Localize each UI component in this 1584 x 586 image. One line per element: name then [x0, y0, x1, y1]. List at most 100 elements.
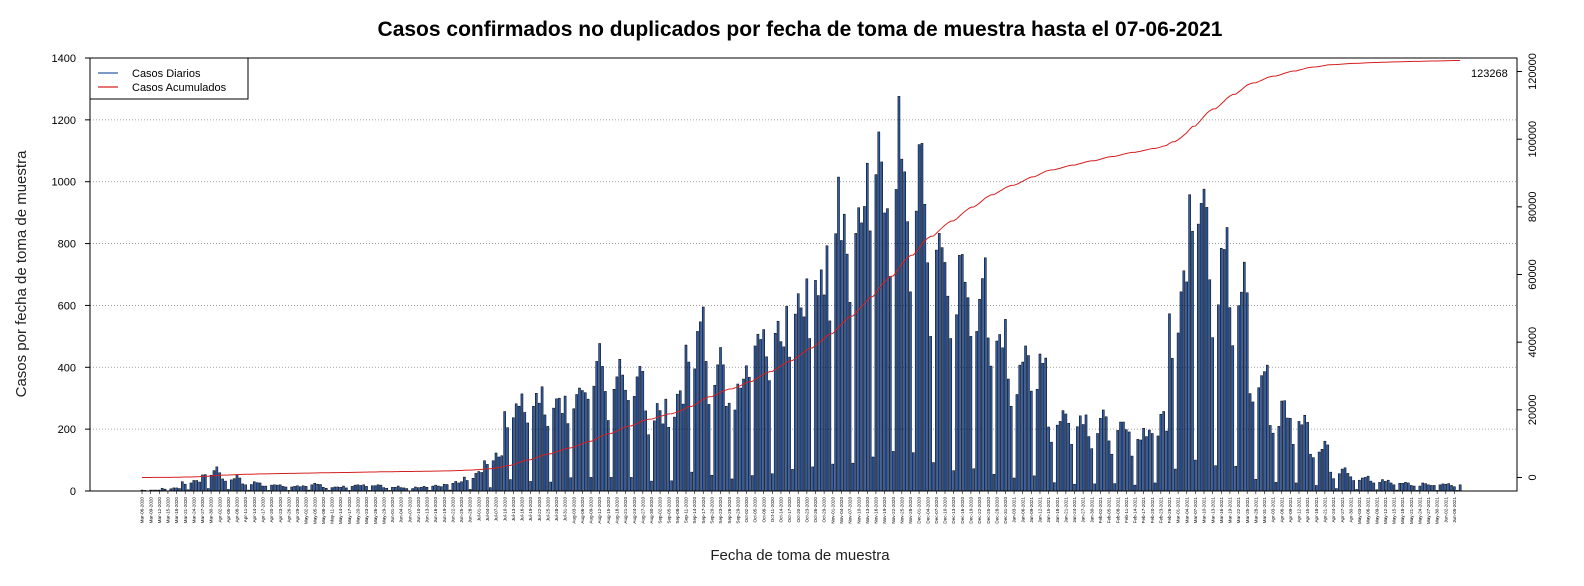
daily-bar — [615, 376, 619, 492]
daily-bar — [572, 408, 576, 492]
daily-bar — [1159, 414, 1163, 492]
daily-bar — [822, 294, 826, 492]
daily-bar — [693, 368, 696, 492]
x-tick-label: Apr-09-2021 — [1288, 497, 1293, 523]
daily-bar — [319, 484, 322, 492]
daily-bar — [1361, 477, 1364, 492]
daily-bar — [989, 365, 993, 492]
daily-bar — [935, 249, 938, 492]
daily-bar — [647, 434, 650, 492]
daily-bar — [1179, 291, 1183, 492]
daily-bar — [296, 485, 299, 492]
daily-bar — [1254, 479, 1258, 492]
daily-bar — [535, 393, 538, 492]
daily-bar — [1286, 417, 1289, 492]
daily-bar — [1027, 355, 1030, 492]
daily-bar — [316, 483, 319, 492]
x-tick-label: Mar-30-2020 — [209, 497, 214, 524]
x-tick-label: May-20-2020 — [355, 497, 360, 525]
daily-bar — [601, 366, 604, 492]
daily-bar — [586, 398, 590, 492]
daily-bar — [765, 356, 768, 492]
daily-bar — [1061, 410, 1065, 492]
daily-bar — [509, 479, 512, 492]
daily-bar — [1366, 475, 1370, 492]
daily-bar — [1165, 430, 1168, 492]
legend-label-daily: Casos Diarios — [132, 68, 201, 80]
daily-bar — [606, 420, 610, 492]
x-tick-label: Feb-23-2021 — [1158, 497, 1163, 524]
x-tick-label: Dec-16-2020 — [960, 497, 965, 524]
daily-bar — [589, 477, 593, 492]
daily-bar — [1332, 478, 1335, 492]
x-tick-label: Mar-13-2021 — [1210, 497, 1215, 524]
daily-bar — [736, 383, 740, 492]
daily-bar — [1346, 473, 1350, 492]
daily-bar — [1078, 415, 1082, 492]
x-tick-label: Apr-23-2020 — [278, 497, 283, 523]
bars-group — [140, 96, 1462, 492]
daily-bar — [396, 485, 400, 492]
x-tick-label: Dec-01-2020 — [917, 497, 922, 524]
daily-bar — [678, 390, 682, 492]
x-tick-label: May-15-2021 — [1392, 497, 1397, 525]
x-tick-label: Nov-10-2020 — [856, 497, 861, 524]
daily-bar — [1104, 416, 1108, 492]
daily-bar — [540, 386, 544, 492]
x-tick-label: May-30-2021 — [1435, 497, 1440, 525]
daily-bar — [463, 476, 466, 492]
daily-bar — [684, 344, 688, 492]
x-tick-label: Sep-20-2020 — [709, 497, 714, 524]
daily-bar — [946, 295, 950, 492]
daily-bar — [1237, 305, 1240, 492]
x-tick-label: Oct-02-2020 — [744, 497, 749, 523]
daily-bar — [1245, 292, 1249, 492]
daily-bar — [1053, 482, 1056, 492]
daily-bar — [1214, 465, 1217, 492]
daily-bar — [480, 472, 483, 492]
daily-bar — [612, 389, 616, 492]
daily-bar — [923, 204, 927, 492]
daily-bar — [414, 486, 417, 492]
x-tick-label: May-29-2020 — [381, 497, 386, 525]
x-tick-label: Mar-24-2020 — [191, 497, 196, 524]
daily-bar — [592, 385, 596, 492]
daily-bar — [1185, 281, 1189, 492]
x-tick-label: Jul-04-2020 — [485, 497, 490, 522]
daily-bar — [281, 486, 285, 492]
x-tick-label: Mar-07-2021 — [1193, 497, 1198, 524]
daily-bar — [301, 485, 305, 492]
daily-bar — [949, 338, 953, 492]
x-tick-label: Apr-21-2021 — [1322, 497, 1327, 523]
grid-lines — [90, 119, 1517, 430]
daily-bar — [575, 394, 578, 492]
daily-bar — [1015, 394, 1019, 492]
daily-bar — [598, 343, 601, 492]
x-axis-title: Fecha de toma de muestra — [710, 547, 890, 564]
daily-bar — [955, 314, 958, 492]
daily-bar — [897, 96, 901, 492]
daily-bar — [889, 276, 892, 492]
daily-bar — [434, 484, 437, 492]
daily-bar — [638, 366, 642, 492]
x-tick-label: Mar-01-2021 — [1176, 497, 1181, 524]
x-tick-label: Mar-27-2020 — [200, 497, 205, 524]
daily-bar — [664, 398, 668, 492]
x-tick-label: Aug-24-2020 — [632, 497, 637, 524]
daily-bar — [845, 253, 849, 492]
daily-bar — [1102, 409, 1105, 492]
daily-bar — [828, 320, 832, 492]
daily-bar — [181, 481, 184, 492]
daily-bar — [497, 456, 501, 492]
daily-bar — [1081, 424, 1085, 492]
daily-bar — [1220, 247, 1223, 492]
daily-bar — [886, 208, 889, 492]
daily-bar — [1323, 440, 1327, 492]
daily-bar — [399, 487, 403, 492]
daily-bar — [526, 422, 529, 492]
x-tick-label: Dec-19-2020 — [969, 497, 974, 524]
daily-bar — [658, 410, 662, 492]
daily-bar — [1326, 444, 1330, 492]
x-tick-label: Feb-26-2021 — [1167, 497, 1172, 524]
